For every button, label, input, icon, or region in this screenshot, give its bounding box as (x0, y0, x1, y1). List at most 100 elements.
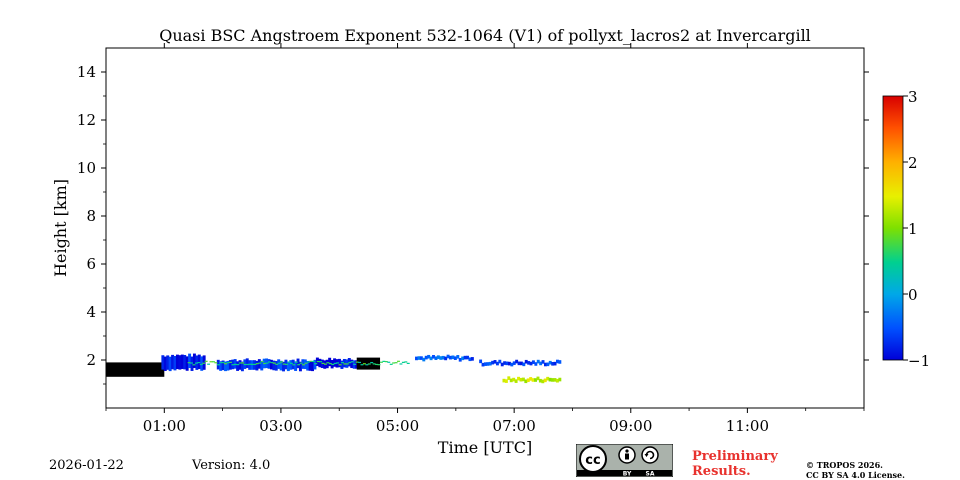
data-cell (331, 363, 335, 366)
data-cell (282, 363, 286, 365)
data-cell (314, 363, 318, 365)
data-cell (298, 361, 302, 372)
data-cell (187, 362, 191, 364)
data-cell (353, 363, 357, 365)
data-cell (161, 355, 165, 370)
data-cell (240, 361, 244, 372)
data-cell (415, 356, 418, 361)
data-cell (502, 378, 506, 383)
data-cell (243, 363, 247, 366)
preliminary-line2: Results. (692, 464, 751, 479)
data-cell (267, 361, 271, 363)
data-cell (507, 376, 511, 380)
data-cell (527, 361, 531, 365)
data-cell (333, 358, 337, 367)
data-cell (219, 361, 223, 364)
data-cell (389, 363, 393, 365)
data-cell (463, 355, 467, 360)
data-cell (394, 362, 398, 364)
data-cell (250, 363, 254, 365)
data-cell (531, 360, 535, 364)
data-cell (551, 362, 555, 366)
data-cell (345, 363, 349, 365)
data-cell (258, 362, 262, 364)
data-cell (175, 354, 179, 370)
cc-by-sa-badge[interactable]: cc BY SA (576, 444, 673, 477)
data-cell (534, 362, 538, 366)
data-cell (451, 355, 455, 360)
data-cell (422, 357, 426, 362)
data-cell (382, 360, 386, 362)
chart-title: Quasi BSC Angstroem Exponent 532-1064 (V… (159, 26, 811, 45)
data-cell (294, 361, 298, 371)
data-cell (434, 356, 438, 361)
data-cell (338, 358, 341, 368)
y-tick-label: 14 (77, 63, 96, 81)
data-cell (325, 359, 329, 369)
preliminary-results-label: Preliminary Results. (692, 449, 778, 479)
data-cell (470, 357, 474, 361)
data-cell (214, 362, 218, 364)
data-cell (558, 377, 562, 382)
data-cell (341, 361, 344, 364)
data-cell (458, 358, 462, 362)
data-cell (360, 364, 364, 366)
data-cell (267, 359, 271, 369)
data-cell (248, 360, 252, 370)
data-cell (236, 361, 240, 371)
data-cell (299, 362, 303, 364)
data-cell (255, 363, 259, 365)
data-cell (292, 364, 296, 366)
data-cell (401, 361, 405, 363)
data-cell (531, 378, 535, 382)
data-cell (301, 359, 305, 369)
data-cell (269, 359, 273, 370)
x-tick-label: 07:00 (493, 417, 536, 435)
data-cell (272, 362, 276, 364)
data-cell (250, 360, 254, 370)
colorbar-ticks: −1 0 1 2 3 (903, 88, 930, 370)
out-of-range-layer (106, 362, 165, 377)
data-cell (224, 361, 227, 372)
data-cell (311, 360, 315, 363)
data-cell (436, 355, 440, 359)
data-cell (323, 363, 327, 365)
data-cell (216, 364, 220, 366)
y-tick-label: 12 (77, 111, 96, 129)
data-cell (173, 355, 177, 371)
data-cell (233, 363, 237, 365)
copyright-line2: CC BY SA 4.0 License. (806, 470, 905, 480)
data-cell (194, 362, 198, 364)
data-cell (468, 357, 472, 362)
data-cell (456, 355, 460, 359)
data-cell (539, 361, 543, 366)
data-cell (404, 361, 408, 363)
version-label: Version: 4.0 (192, 458, 271, 473)
data-cell (498, 359, 502, 364)
data-cell (541, 379, 545, 384)
data-cell (534, 378, 538, 382)
data-cell (200, 356, 204, 371)
data-cell (229, 361, 232, 363)
data-cell (514, 379, 518, 383)
data-cell (546, 376, 550, 381)
data-cell (226, 362, 230, 364)
date-label: 2026-01-22 (49, 458, 124, 473)
data-cell (197, 361, 201, 364)
data-cell (503, 361, 507, 365)
data-cell (481, 362, 485, 367)
data-cell (192, 364, 196, 366)
data-cell (190, 356, 194, 371)
colorbar-tick-label: 1 (908, 220, 918, 238)
data-cell (303, 359, 307, 370)
data-cell (265, 362, 269, 364)
data-cell (524, 379, 528, 384)
data-cell (342, 358, 346, 368)
data-cell (192, 353, 196, 368)
data-cell (190, 362, 194, 364)
sa-label: SA (646, 471, 655, 478)
data-cell (546, 362, 550, 367)
data-cell (289, 362, 293, 364)
data-cell (207, 363, 211, 365)
